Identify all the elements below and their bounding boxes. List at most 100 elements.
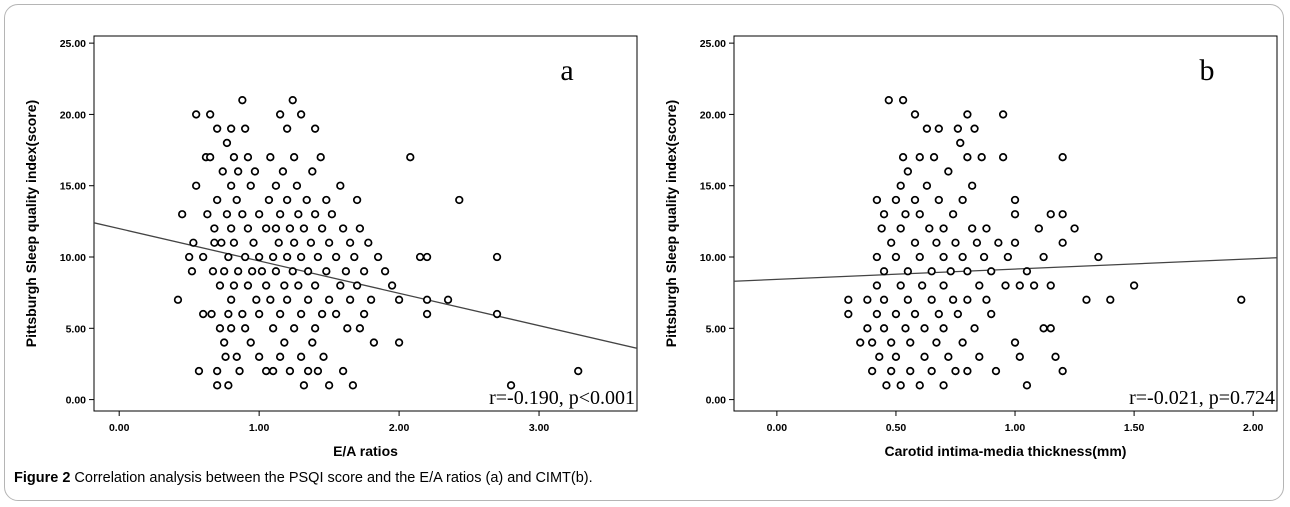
data-point xyxy=(1058,210,1067,219)
data-point xyxy=(296,110,306,119)
data-point xyxy=(939,381,948,390)
data-point xyxy=(233,167,243,176)
data-point xyxy=(206,153,215,162)
y-tick-label: 5.00 xyxy=(66,323,87,335)
data-point xyxy=(310,124,320,133)
data-point xyxy=(355,324,365,333)
data-point xyxy=(915,381,924,390)
data-point xyxy=(294,281,303,290)
y-tick-label: 5.00 xyxy=(706,323,727,335)
data-point xyxy=(932,238,941,247)
data-point xyxy=(187,267,197,276)
data-point xyxy=(977,153,986,162)
data-point xyxy=(963,153,972,162)
data-point xyxy=(213,124,222,133)
x-tick-label: 0.00 xyxy=(767,422,788,434)
data-point xyxy=(875,352,884,361)
data-point xyxy=(1010,338,1020,347)
data-point xyxy=(987,267,996,276)
data-point xyxy=(268,252,278,262)
data-point xyxy=(975,352,984,361)
data-point xyxy=(896,181,905,190)
figure-caption-label: Figure 2 xyxy=(14,470,71,486)
x-axis-title: Carotid intima-media thickness(mm) xyxy=(885,443,1127,459)
data-point xyxy=(879,324,889,333)
data-point xyxy=(226,124,236,133)
data-point xyxy=(238,309,247,319)
data-point xyxy=(271,181,281,190)
data-point xyxy=(252,295,261,304)
data-point xyxy=(282,195,292,205)
data-point xyxy=(289,324,299,333)
data-point xyxy=(1106,295,1115,304)
data-point xyxy=(925,224,934,233)
figure-caption: Figure 2 Correlation analysis between th… xyxy=(14,470,593,486)
data-point xyxy=(872,195,882,205)
data-point xyxy=(406,153,415,162)
data-point xyxy=(271,224,281,233)
data-point xyxy=(232,352,241,361)
data-point xyxy=(213,195,222,205)
data-point xyxy=(1039,324,1048,333)
data-point xyxy=(929,153,939,162)
data-point xyxy=(1010,195,1020,205)
data-point xyxy=(352,195,362,205)
data-point xyxy=(387,281,397,290)
fit-line xyxy=(734,257,1277,282)
data-point xyxy=(1001,281,1010,290)
data-point xyxy=(963,366,972,376)
data-point xyxy=(910,238,920,247)
data-point xyxy=(280,281,289,290)
data-point xyxy=(898,153,908,162)
y-tick-label: 20.00 xyxy=(60,109,86,121)
data-point xyxy=(920,352,929,361)
data-point xyxy=(308,338,317,347)
data-point xyxy=(1051,352,1060,361)
data-point xyxy=(336,181,345,190)
data-point xyxy=(217,238,226,247)
data-point xyxy=(1058,238,1067,247)
data-point xyxy=(1129,281,1139,290)
data-point xyxy=(292,181,302,190)
data-point xyxy=(1034,224,1043,233)
data-point xyxy=(206,110,215,119)
data-point xyxy=(927,267,936,276)
data-point xyxy=(222,138,232,148)
data-point xyxy=(215,324,225,333)
data-point xyxy=(443,295,453,304)
data-point xyxy=(210,238,219,247)
data-point xyxy=(246,181,255,190)
data-point xyxy=(939,224,948,233)
data-point xyxy=(891,252,901,262)
data-point xyxy=(208,267,218,276)
figure-frame xyxy=(4,4,1284,501)
data-point xyxy=(963,295,972,304)
data-point xyxy=(951,366,960,376)
data-point xyxy=(285,366,295,376)
y-tick-label: 0.00 xyxy=(66,395,87,407)
data-point xyxy=(310,210,320,219)
data-point xyxy=(254,352,264,361)
data-point xyxy=(927,366,936,376)
data-point xyxy=(221,352,230,361)
data-point xyxy=(963,110,972,119)
x-tick-label: 2.00 xyxy=(1243,422,1264,434)
data-point xyxy=(872,281,882,290)
data-point xyxy=(863,295,872,304)
x-tick-label: 3.00 xyxy=(529,422,550,434)
data-point xyxy=(229,238,239,247)
data-point xyxy=(226,224,236,233)
y-tick-label: 15.00 xyxy=(60,181,86,193)
x-axis-title: E/A ratios xyxy=(333,443,398,459)
data-point xyxy=(359,267,369,276)
data-point xyxy=(915,252,924,262)
data-point xyxy=(341,267,351,276)
data-point xyxy=(982,224,991,233)
data-point xyxy=(278,167,288,176)
data-point xyxy=(275,309,285,319)
data-point xyxy=(345,295,355,304)
data-point xyxy=(203,210,212,219)
data-point xyxy=(261,281,271,290)
data-point xyxy=(322,195,331,205)
data-point xyxy=(247,267,257,276)
